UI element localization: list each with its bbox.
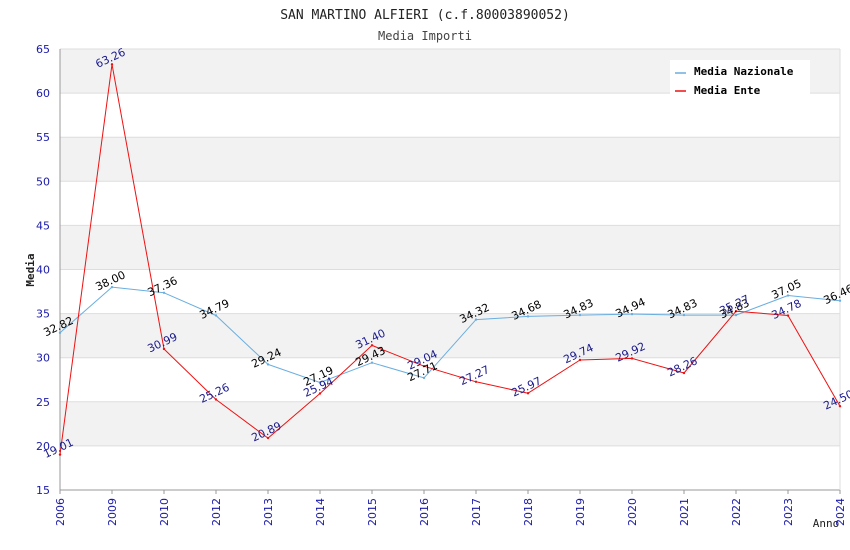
data-point [838, 405, 842, 408]
y-tick-label: 60 [36, 87, 50, 100]
series-line-ente [59, 63, 841, 455]
data-label: 25.97 [509, 375, 543, 400]
data-point [214, 398, 218, 401]
y-tick-label: 50 [36, 175, 50, 188]
band [60, 313, 840, 358]
legend-box [670, 60, 810, 97]
y-tick-label: 20 [36, 440, 50, 453]
x-tick-label: 2014 [314, 498, 327, 526]
data-point [370, 361, 374, 364]
data-point [734, 313, 738, 317]
series-line-nazionale [59, 286, 841, 383]
y-tick-label: 45 [36, 219, 50, 232]
data-point [682, 313, 686, 317]
y-tick-label: 15 [36, 484, 50, 497]
data-label: 36.46 [821, 282, 850, 307]
data-point [162, 291, 166, 294]
legend-label-nazionale: Media Nazionale [694, 65, 794, 78]
data-point [578, 313, 582, 317]
data-point [786, 294, 790, 297]
data-label: 38.00 [93, 268, 127, 293]
y-axis-label: Media [24, 253, 37, 286]
data-point [110, 63, 114, 66]
x-axis-label: Anno [813, 517, 840, 530]
x-tick-labels: 2006 2009 2010 2012 2013 2014 2015 2016 2017 2018… [54, 498, 847, 526]
y-tick-label: 25 [36, 396, 50, 409]
x-tick-label: 2023 [782, 498, 795, 526]
x-tick-label: 2016 [418, 498, 431, 526]
x-tick-label: 2009 [106, 498, 119, 526]
data-point [318, 381, 322, 384]
y-tick-label: 35 [36, 308, 50, 321]
chart-subtitle: Media Importi [378, 29, 472, 43]
data-point [318, 392, 322, 395]
y-tick-label: 65 [36, 43, 50, 56]
band [60, 137, 840, 182]
data-point [162, 347, 166, 351]
data-point [630, 357, 634, 360]
data-point [526, 315, 530, 318]
gridlines [60, 48, 840, 491]
data-point [422, 364, 426, 368]
data-point [266, 363, 270, 366]
data-point [786, 314, 790, 317]
data-point [266, 436, 270, 440]
x-tick-label: 2020 [626, 498, 639, 526]
data-point [422, 376, 426, 380]
x-tick-label: 2017 [470, 498, 483, 526]
data-point [58, 331, 62, 335]
x-tick-label: 2015 [366, 498, 379, 526]
x-tick-label: 2013 [262, 498, 275, 526]
band [60, 401, 840, 446]
data-point [578, 358, 582, 362]
y-tick-label: 55 [36, 131, 50, 144]
background-bands [60, 49, 840, 446]
data-point [110, 285, 114, 289]
x-tick-label: 2019 [574, 498, 587, 526]
y-tick-label: 30 [36, 352, 50, 365]
x-tick-label: 2010 [158, 498, 171, 526]
band [60, 225, 840, 270]
data-point [58, 453, 62, 456]
data-point [526, 392, 530, 395]
x-tick-label: 2022 [730, 498, 743, 526]
x-tick-label: 2021 [678, 498, 691, 526]
data-point [214, 314, 218, 317]
data-point [474, 380, 478, 383]
x-tick-label: 2006 [54, 498, 67, 526]
y-tick-label: 40 [36, 264, 50, 277]
data-point [734, 310, 738, 313]
series-lines [58, 63, 842, 456]
legend: Media Nazionale Media Ente [670, 60, 810, 97]
data-point [474, 318, 478, 321]
x-tick-label: 2012 [210, 498, 223, 526]
legend-label-ente: Media Ente [694, 84, 761, 97]
axes [59, 49, 841, 494]
chart-title: SAN MARTINO ALFIERI (c.f.80003890052) [280, 8, 570, 23]
x-tick-label: 2018 [522, 498, 535, 526]
data-point [630, 312, 634, 316]
x-tick-label: 2024 [834, 498, 847, 526]
data-point [682, 371, 686, 375]
y-tick-labels: 15 20 25 30 35 40 45 50 55 60 65 [36, 43, 50, 497]
data-point [838, 299, 842, 302]
data-point [370, 344, 374, 347]
